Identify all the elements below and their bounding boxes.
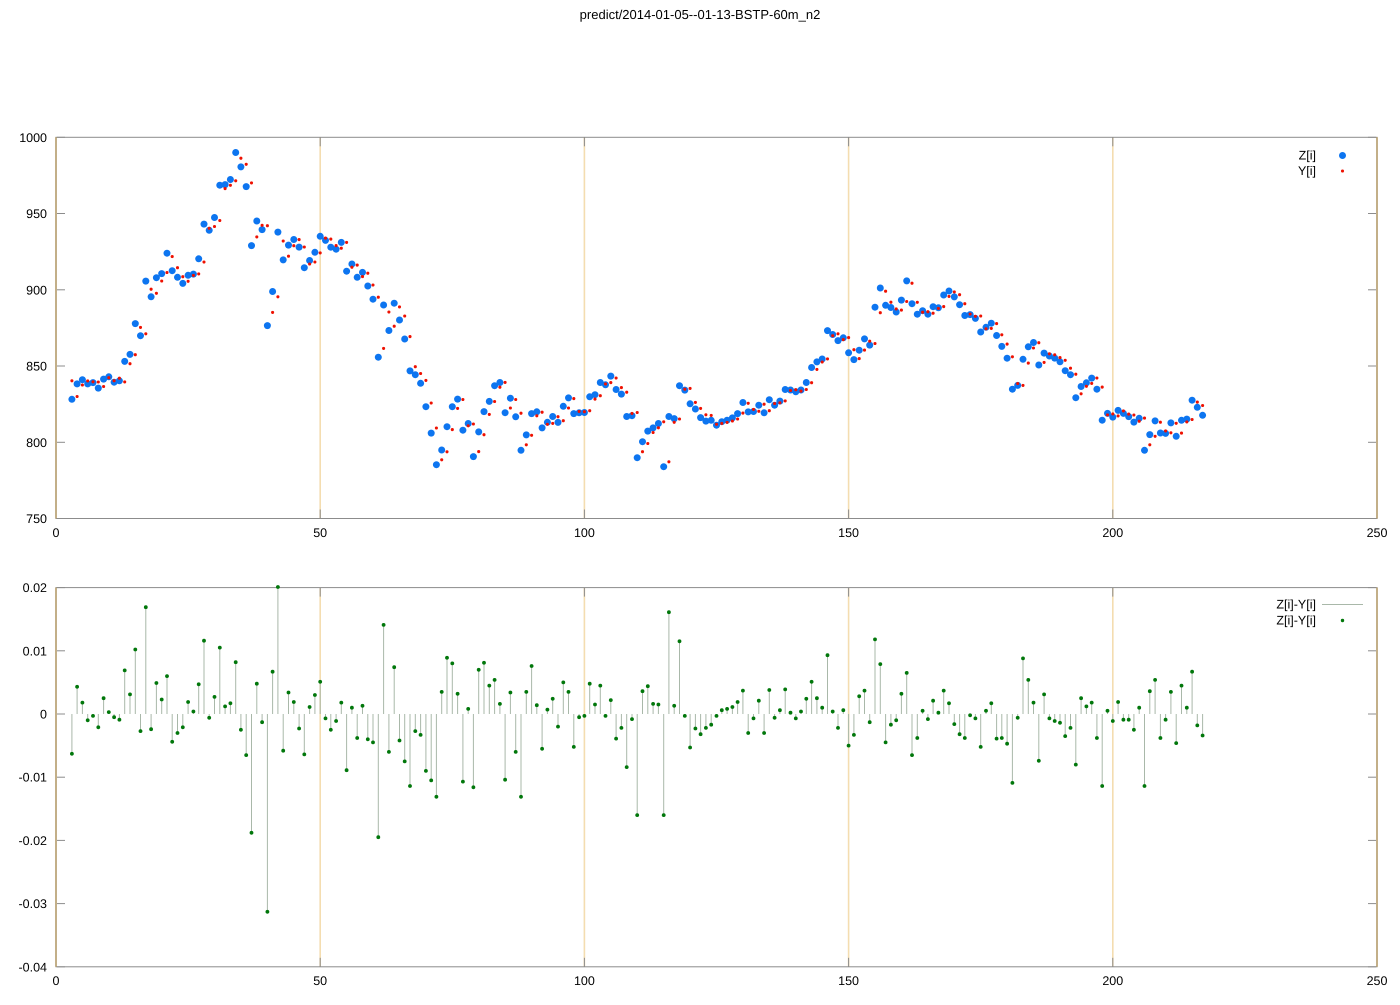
svg-text:100: 100 [574, 974, 595, 988]
svg-text:800: 800 [26, 436, 47, 450]
svg-text:150: 150 [838, 526, 859, 540]
svg-text:250: 250 [1367, 974, 1388, 988]
svg-text:-0.04: -0.04 [19, 960, 48, 974]
svg-text:200: 200 [1102, 526, 1123, 540]
svg-text:850: 850 [26, 360, 47, 374]
svg-text:200: 200 [1102, 974, 1123, 988]
svg-text:1000: 1000 [19, 131, 47, 145]
svg-text:Z[i]-Y[i]: Z[i]-Y[i] [1276, 598, 1316, 612]
svg-text:predict/2014-01-05--01-13-BSTP: predict/2014-01-05--01-13-BSTP-60m_n2 [580, 7, 821, 22]
svg-text:-0.01: -0.01 [19, 771, 48, 785]
svg-text:Y[i]: Y[i] [1298, 164, 1316, 178]
svg-text:Z[i]-Y[i]: Z[i]-Y[i] [1276, 614, 1316, 628]
svg-text:0: 0 [40, 708, 47, 722]
svg-text:250: 250 [1367, 526, 1388, 540]
svg-text:-0.02: -0.02 [19, 834, 48, 848]
svg-text:900: 900 [26, 283, 47, 297]
svg-text:50: 50 [313, 974, 327, 988]
svg-text:0: 0 [53, 974, 60, 988]
svg-text:750: 750 [26, 512, 47, 526]
svg-text:Z[i]: Z[i] [1299, 149, 1316, 163]
svg-text:150: 150 [838, 974, 859, 988]
svg-text:50: 50 [313, 526, 327, 540]
svg-text:-0.03: -0.03 [19, 897, 48, 911]
svg-text:950: 950 [26, 207, 47, 221]
svg-text:0.01: 0.01 [23, 644, 47, 658]
svg-text:0.02: 0.02 [23, 581, 47, 595]
svg-text:0: 0 [53, 526, 60, 540]
svg-text:100: 100 [574, 526, 595, 540]
